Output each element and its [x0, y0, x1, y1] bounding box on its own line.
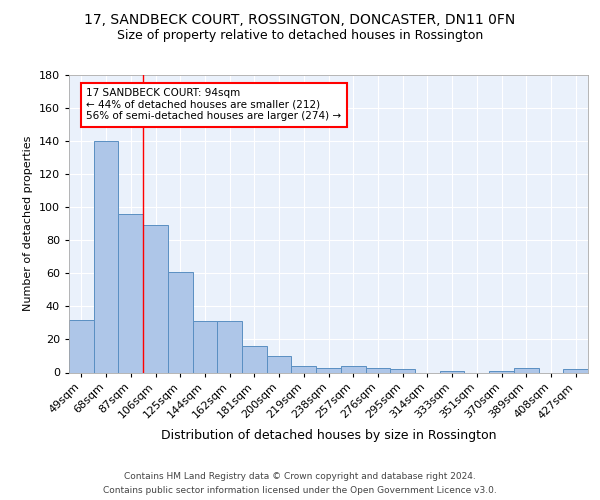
Text: 17, SANDBECK COURT, ROSSINGTON, DONCASTER, DN11 0FN: 17, SANDBECK COURT, ROSSINGTON, DONCASTE…: [85, 12, 515, 26]
Bar: [267, 356, 292, 372]
Bar: [193, 322, 217, 372]
Bar: [316, 368, 341, 372]
Bar: [489, 371, 514, 372]
Bar: [217, 322, 242, 372]
Bar: [168, 272, 193, 372]
Bar: [514, 368, 539, 372]
Bar: [143, 226, 168, 372]
Text: Contains HM Land Registry data © Crown copyright and database right 2024.: Contains HM Land Registry data © Crown c…: [124, 472, 476, 481]
Y-axis label: Number of detached properties: Number of detached properties: [23, 136, 33, 312]
Text: Contains public sector information licensed under the Open Government Licence v3: Contains public sector information licen…: [103, 486, 497, 495]
Bar: [292, 366, 316, 372]
Bar: [341, 366, 365, 372]
Bar: [69, 320, 94, 372]
X-axis label: Distribution of detached houses by size in Rossington: Distribution of detached houses by size …: [161, 429, 496, 442]
Bar: [440, 371, 464, 372]
Bar: [242, 346, 267, 372]
Bar: [563, 369, 588, 372]
Bar: [94, 141, 118, 372]
Bar: [118, 214, 143, 372]
Bar: [365, 368, 390, 372]
Bar: [390, 369, 415, 372]
Text: Size of property relative to detached houses in Rossington: Size of property relative to detached ho…: [117, 29, 483, 42]
Text: 17 SANDBECK COURT: 94sqm
← 44% of detached houses are smaller (212)
56% of semi-: 17 SANDBECK COURT: 94sqm ← 44% of detach…: [86, 88, 341, 122]
